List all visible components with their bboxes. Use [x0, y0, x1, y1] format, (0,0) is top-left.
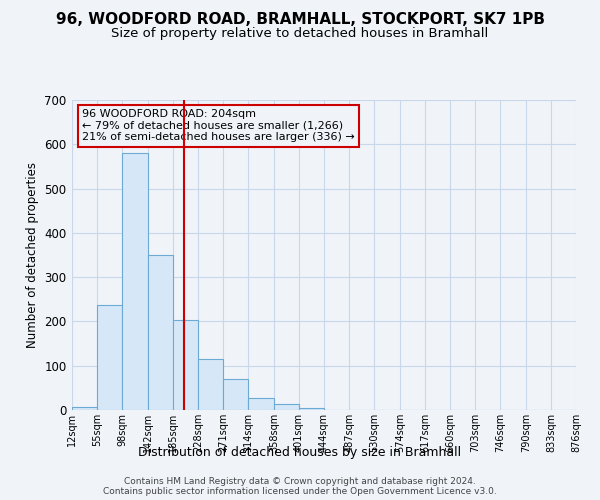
Bar — [122, 153, 148, 410]
Bar — [173, 320, 198, 410]
Bar — [299, 408, 324, 410]
Bar — [248, 398, 274, 410]
Bar — [97, 306, 122, 410]
Bar — [148, 255, 173, 410]
Text: Distribution of detached houses by size in Bramhall: Distribution of detached houses by size … — [139, 446, 461, 459]
Text: Contains public sector information licensed under the Open Government Licence v3: Contains public sector information licen… — [103, 487, 497, 496]
Bar — [72, 407, 97, 410]
Text: Size of property relative to detached houses in Bramhall: Size of property relative to detached ho… — [112, 28, 488, 40]
Text: 96 WOODFORD ROAD: 204sqm
← 79% of detached houses are smaller (1,266)
21% of sem: 96 WOODFORD ROAD: 204sqm ← 79% of detach… — [82, 110, 355, 142]
Text: 96, WOODFORD ROAD, BRAMHALL, STOCKPORT, SK7 1PB: 96, WOODFORD ROAD, BRAMHALL, STOCKPORT, … — [56, 12, 545, 28]
Bar — [274, 404, 299, 410]
Y-axis label: Number of detached properties: Number of detached properties — [26, 162, 38, 348]
Text: Contains HM Land Registry data © Crown copyright and database right 2024.: Contains HM Land Registry data © Crown c… — [124, 477, 476, 486]
Bar — [223, 378, 248, 410]
Bar — [198, 358, 223, 410]
